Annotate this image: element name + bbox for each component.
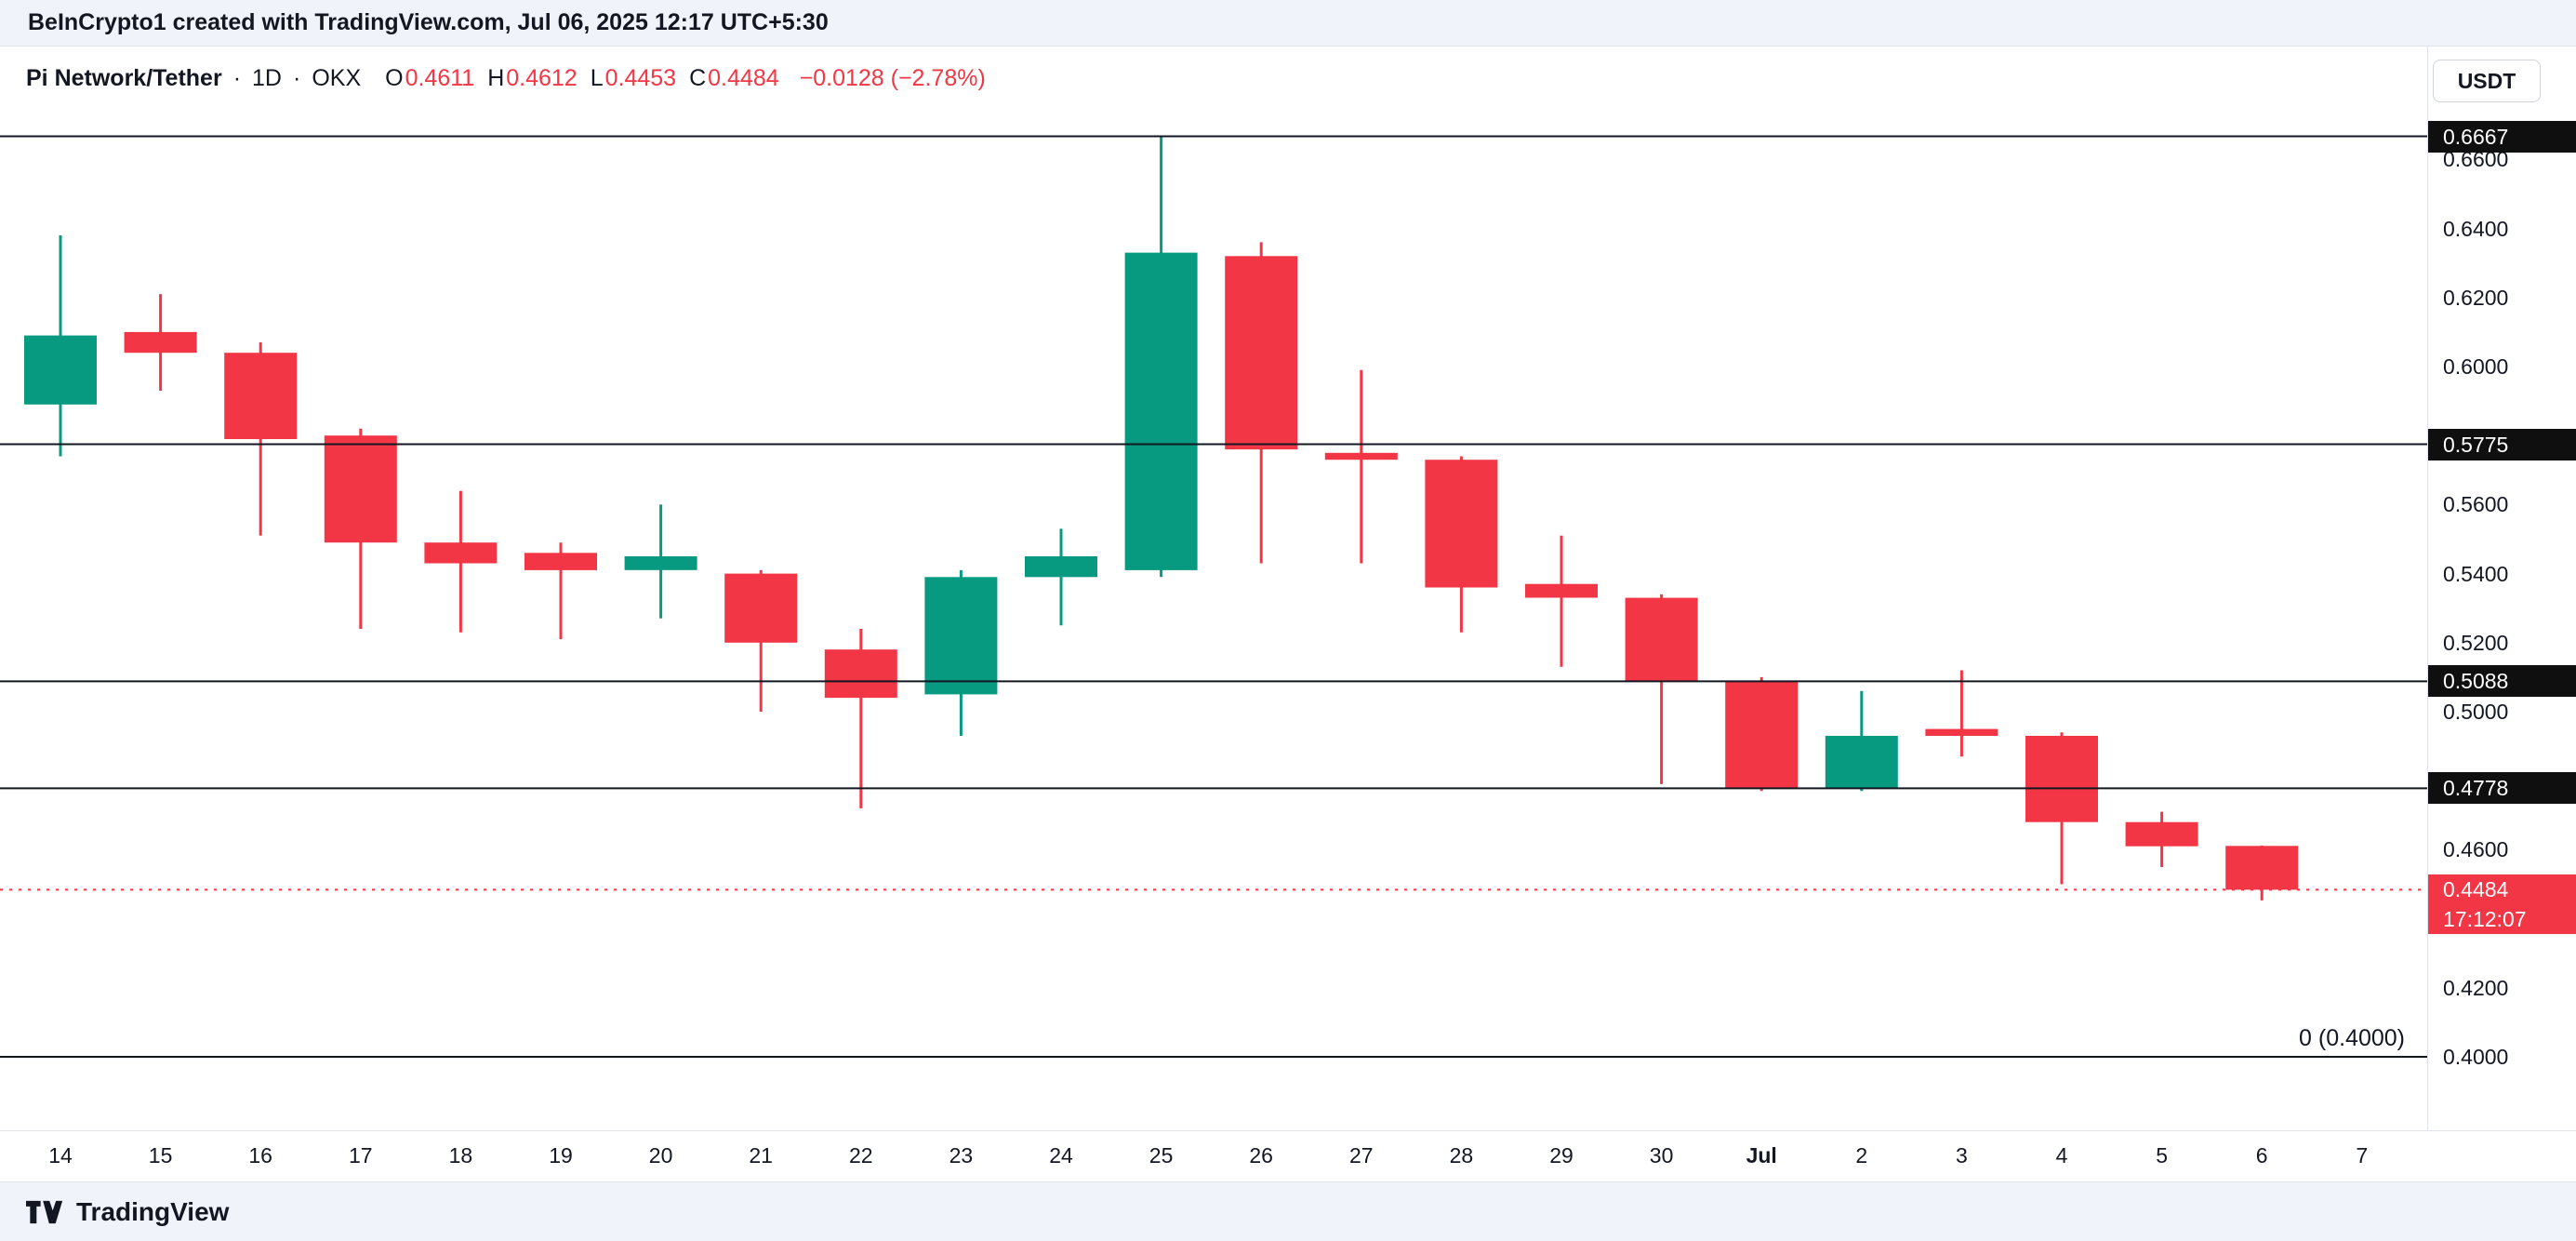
chart-area: 0 (0.4000) Pi Network/Tether · 1D · OKX …: [0, 47, 2576, 1181]
price-tick: 0.4000: [2443, 1045, 2509, 1069]
time-tick: 17: [349, 1143, 373, 1168]
low-label: L: [590, 65, 604, 91]
close-value: 0.4484: [708, 65, 779, 91]
time-tick: 6: [2255, 1143, 2268, 1168]
open-value: 0.4611: [405, 65, 475, 91]
time-tick: 20: [648, 1143, 673, 1168]
ohlc-values: O 0.4611 H 0.4612 L 0.4453 C 0.4484: [372, 65, 779, 92]
level-plot-label: 0 (0.4000): [2299, 1025, 2405, 1051]
time-tick: 5: [2156, 1143, 2168, 1168]
time-tick: 26: [1249, 1143, 1273, 1168]
time-tick: 15: [148, 1143, 173, 1168]
price-tick: 0.4200: [2443, 975, 2509, 1000]
time-tick: 4: [2055, 1143, 2068, 1168]
candle: [724, 569, 798, 712]
candle: [1124, 136, 1198, 578]
high-value: 0.4612: [506, 65, 578, 91]
price-tick: 0.6400: [2443, 216, 2509, 241]
symbol-legend[interactable]: Pi Network/Tether · 1D · OKX O 0.4611 H 0.…: [26, 65, 986, 92]
candle: [1225, 242, 1298, 564]
time-tick: Jul: [1746, 1143, 1777, 1168]
price-tick: 0.4600: [2443, 837, 2509, 862]
candle: [124, 294, 197, 391]
candle: [2125, 811, 2198, 867]
price-tick: 0.6000: [2443, 354, 2509, 379]
price-tick: 0.5600: [2443, 492, 2509, 517]
candle: [924, 569, 998, 736]
time-tick: 21: [749, 1143, 773, 1168]
footer-bar: TradingView: [0, 1181, 2576, 1241]
price-tick: 0.5200: [2443, 630, 2509, 655]
candle: [1525, 535, 1598, 667]
chart-plot-area[interactable]: 0 (0.4000): [0, 47, 2427, 1130]
candlestick-chart[interactable]: 0 (0.4000): [0, 47, 2427, 1130]
time-tick: 24: [1049, 1143, 1073, 1168]
time-tick: 22: [849, 1143, 873, 1168]
candle: [824, 629, 897, 808]
candle: [1825, 690, 1898, 792]
time-tick: 14: [48, 1143, 73, 1168]
candle: [1324, 369, 1398, 564]
candle: [24, 235, 97, 457]
candle: [1025, 528, 1097, 626]
attribution-bar: BeInCrypto1 created with TradingView.com…: [0, 0, 2576, 47]
last-price-value: 0.4484: [2443, 877, 2509, 902]
candle: [224, 342, 298, 536]
candle: [524, 542, 597, 640]
time-tick: 28: [1449, 1143, 1474, 1168]
candle: [424, 490, 498, 633]
price-tick: 0.5000: [2443, 700, 2509, 724]
currency-toggle-button[interactable]: USDT: [2433, 60, 2541, 102]
time-tick: 3: [1955, 1143, 1968, 1168]
open-label: O: [385, 65, 404, 91]
candle: [624, 504, 697, 619]
high-label: H: [487, 65, 505, 91]
time-tick: 16: [248, 1143, 272, 1168]
price-tick: 0.6200: [2443, 285, 2509, 310]
level-price-badge: 0.4778: [2428, 772, 2576, 805]
time-tick: 25: [1149, 1143, 1174, 1168]
time-tick: 29: [1549, 1143, 1573, 1168]
time-scale[interactable]: 14 15 16 17 18 19 20 21 22 23 24 25 26 27 28 29 30 Jul 2 3 4…: [0, 1130, 2576, 1181]
candle: [2025, 732, 2098, 885]
level-price-badge: 0.5775: [2428, 428, 2576, 460]
time-tick: 27: [1349, 1143, 1374, 1168]
tradingview-brand[interactable]: TradingView: [76, 1196, 230, 1226]
last-price-badge: 0.4484 17:12:07: [2428, 874, 2576, 935]
level-price-badge: 0.6667: [2428, 120, 2576, 153]
tradingview-logo-icon[interactable]: [26, 1200, 63, 1224]
candle: [1725, 676, 1799, 792]
candle: [1925, 670, 1998, 757]
candle: [324, 428, 397, 629]
time-tick: 23: [949, 1143, 974, 1168]
legend-separator: ·: [232, 65, 242, 91]
price-scale[interactable]: 0.6600 0.6400 0.6200 0.6000 0.5600 0.5400 0.52…: [2427, 47, 2576, 1181]
time-tick: 19: [549, 1143, 573, 1168]
time-tick: 18: [448, 1143, 473, 1168]
low-value: 0.4453: [604, 65, 677, 91]
attribution-text: BeInCrypto1 created with TradingView.com…: [28, 9, 829, 35]
price-tick: 0.5400: [2443, 561, 2509, 586]
bar-countdown: 17:12:07: [2443, 907, 2527, 932]
time-tick: 2: [1855, 1143, 1868, 1168]
legend-separator: ·: [293, 65, 301, 91]
level-price-badge: 0.5088: [2428, 665, 2576, 698]
change-value: −0.0128 (−2.78%): [799, 65, 986, 91]
time-tick: 30: [1649, 1143, 1674, 1168]
time-tick: 7: [2356, 1143, 2369, 1168]
candle: [2225, 845, 2299, 901]
candle: [1425, 456, 1498, 633]
interval-label[interactable]: 1D: [252, 65, 282, 91]
exchange-label: OKX: [312, 65, 362, 91]
symbol-name[interactable]: Pi Network/Tether: [26, 65, 222, 91]
close-label: C: [689, 65, 707, 91]
candle: [1625, 594, 1698, 784]
